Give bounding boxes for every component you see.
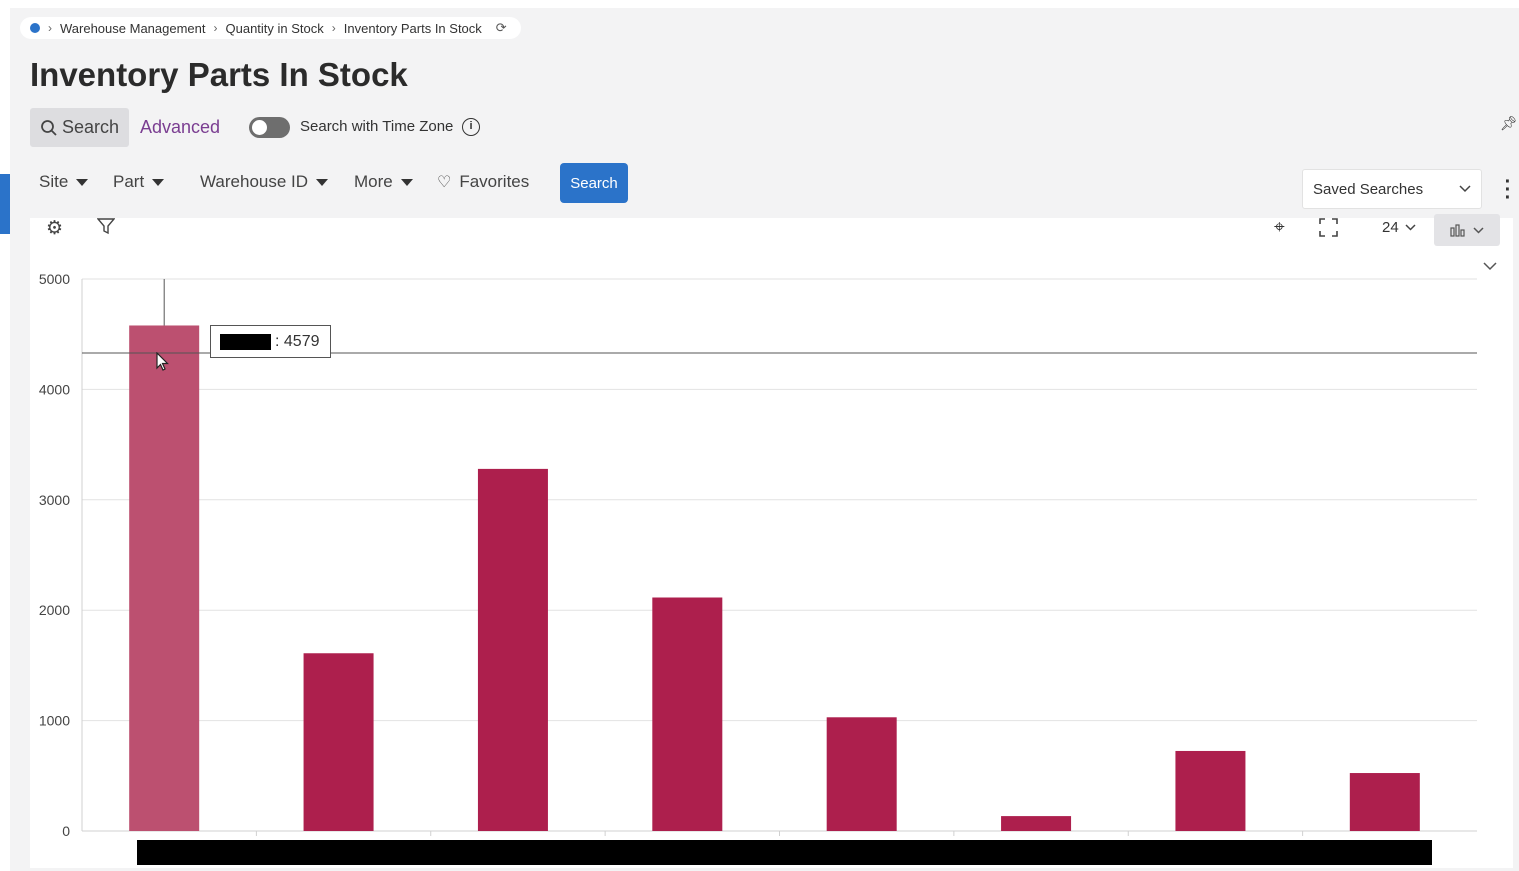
bar xyxy=(477,468,548,831)
favorites-button[interactable]: ♡ Favorites xyxy=(437,172,529,192)
saved-searches-select[interactable]: Saved Searches xyxy=(1302,169,1482,209)
search-icon xyxy=(41,119,57,136)
chevron-down-icon xyxy=(1405,224,1416,231)
saved-searches-label: Saved Searches xyxy=(1313,180,1424,198)
caret-down-icon xyxy=(316,178,329,186)
gear-icon[interactable]: ⚙ xyxy=(46,218,64,239)
timezone-toggle-label: Search with Time Zone xyxy=(300,118,454,135)
y-tick-label: 3000 xyxy=(39,492,70,508)
timezone-toggle[interactable] xyxy=(249,117,290,138)
mouse-cursor-icon xyxy=(156,352,169,371)
chart-tooltip: : 4579 xyxy=(210,325,331,358)
filter-site[interactable]: Site xyxy=(39,172,89,192)
chevron-down-icon xyxy=(1473,226,1484,234)
search-tab[interactable]: Search xyxy=(30,108,129,147)
filter-part-label: Part xyxy=(113,172,145,191)
expand-icon[interactable] xyxy=(1319,218,1338,237)
home-icon[interactable] xyxy=(30,23,40,33)
row-count-value: 24 xyxy=(1382,219,1399,236)
y-tick-label: 4000 xyxy=(39,381,70,397)
bar xyxy=(1001,816,1072,831)
filter-warehouse-id-label: Warehouse ID xyxy=(200,172,309,191)
redacted-category-labels xyxy=(137,840,1432,865)
filter-more-label: More xyxy=(354,172,393,191)
row-count-select[interactable]: 24 xyxy=(1382,219,1416,236)
caret-down-icon xyxy=(76,178,89,186)
filter-site-label: Site xyxy=(39,172,69,191)
bar xyxy=(1349,773,1420,831)
chevron-down-icon xyxy=(1459,185,1471,193)
breadcrumb-item-quantity-in-stock[interactable]: Quantity in Stock xyxy=(225,20,324,36)
collapse-chevron-icon[interactable] xyxy=(1483,262,1497,271)
bar xyxy=(303,653,374,831)
caret-down-icon xyxy=(400,178,413,186)
filter-warehouse-id[interactable]: Warehouse ID xyxy=(200,172,329,192)
heart-icon: ♡ xyxy=(437,174,452,191)
y-tick-label: 2000 xyxy=(39,602,70,618)
crosshair-icon[interactable]: ⌖ xyxy=(1274,217,1285,238)
breadcrumb-item-warehouse-management[interactable]: Warehouse Management xyxy=(60,20,206,36)
y-tick-label: 0 xyxy=(62,823,70,839)
y-tick-label: 1000 xyxy=(39,713,70,729)
bar xyxy=(129,325,200,831)
tooltip-redacted-label xyxy=(220,333,271,350)
bar-chart-icon xyxy=(1450,223,1465,237)
chart-type-select[interactable] xyxy=(1434,214,1500,246)
breadcrumb-item-current: Inventory Parts In Stock xyxy=(343,20,482,36)
left-nav-accent xyxy=(0,174,10,234)
filter-part[interactable]: Part xyxy=(113,172,165,192)
bar xyxy=(826,717,897,831)
breadcrumb: › Warehouse Management › Quantity in Sto… xyxy=(20,17,521,39)
pin-icon[interactable]: 📌︎ xyxy=(1500,115,1518,131)
refresh-icon[interactable]: ⟳ xyxy=(495,20,507,35)
more-options-icon[interactable]: · · · xyxy=(1504,171,1512,209)
bar xyxy=(1175,750,1246,831)
chevron-right-icon: › xyxy=(331,21,336,35)
bar xyxy=(652,597,723,831)
chevron-right-icon: › xyxy=(48,21,52,35)
page-title: Inventory Parts In Stock xyxy=(30,56,408,93)
y-tick-label: 5000 xyxy=(39,271,70,287)
chevron-right-icon: › xyxy=(213,21,218,35)
favorites-label: Favorites xyxy=(459,172,530,191)
filter-funnel-icon[interactable] xyxy=(97,217,115,235)
search-tab-label: Search xyxy=(61,117,120,137)
filter-more[interactable]: More xyxy=(354,172,413,192)
tooltip-value: : 4579 xyxy=(275,332,320,350)
info-icon[interactable]: i xyxy=(462,118,480,136)
advanced-tab[interactable]: Advanced xyxy=(140,117,221,137)
search-button[interactable]: Search xyxy=(560,163,628,203)
caret-down-icon xyxy=(152,178,165,186)
